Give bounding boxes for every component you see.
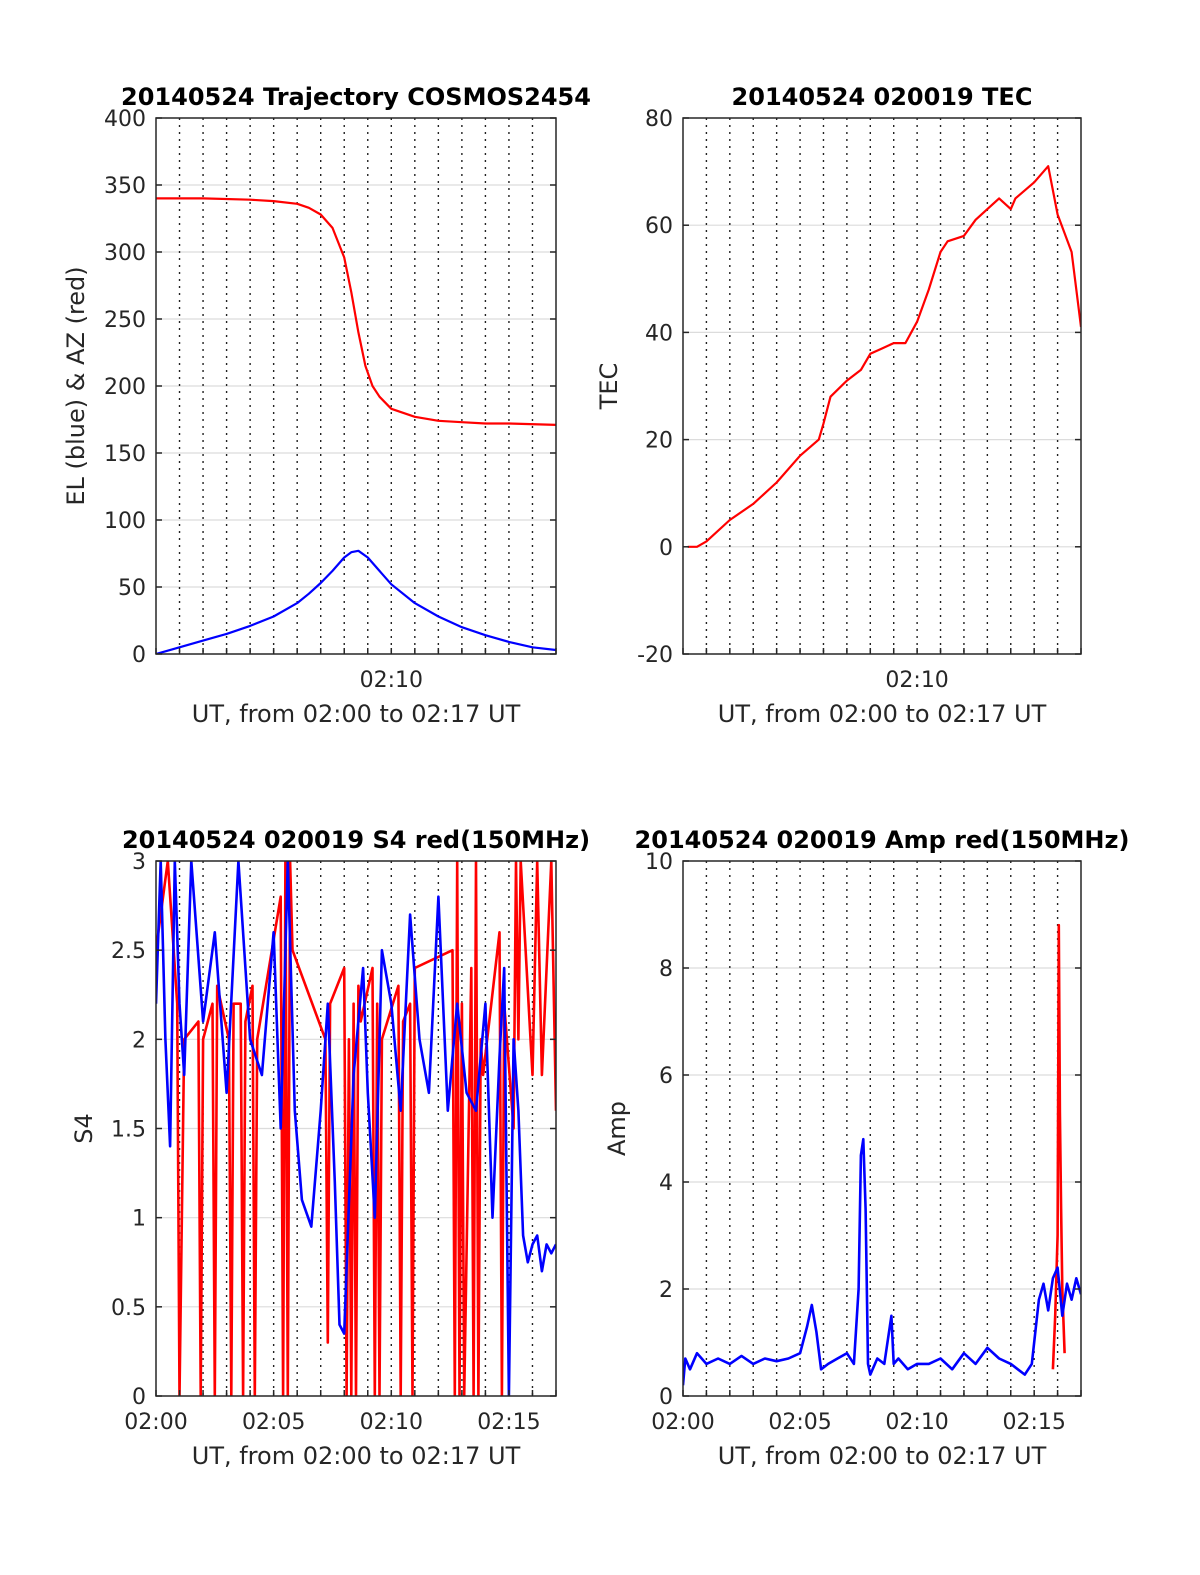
y-tick-label: 150 (104, 442, 146, 467)
y-tick-label: 10 (645, 850, 673, 875)
y-tick-label: 0 (132, 643, 146, 668)
y-tick-label: 2.5 (111, 939, 146, 964)
y-tick-label: 250 (104, 308, 146, 333)
y-tick-label: 0 (132, 1385, 146, 1410)
plot-frame (682, 117, 1082, 655)
x-tick-label: 02:10 (360, 668, 423, 693)
y-tick-label: 350 (104, 174, 146, 199)
x-tick-label: 02:15 (1002, 1410, 1065, 1435)
y-tick-label: 2 (132, 1028, 146, 1053)
chart-title: 20140524 020019 Amp red(150MHz) (635, 826, 1130, 854)
y-tick-label: 1.5 (111, 1118, 146, 1143)
y-tick-label: 100 (104, 509, 146, 534)
y-axis-label: Amp (603, 1101, 631, 1156)
y-tick-label: 2 (659, 1278, 673, 1303)
series-line-red (1051, 923, 1066, 1370)
y-tick-label: 8 (659, 957, 673, 982)
x-axis-label: UT, from 02:00 to 02:17 UT (192, 700, 521, 728)
y-tick-label: 6 (659, 1064, 673, 1089)
y-tick-label: 0.5 (111, 1296, 146, 1321)
y-tick-label: 0 (659, 1385, 673, 1410)
y-tick-label: 60 (645, 214, 673, 239)
y-tick-label: 0 (659, 536, 673, 561)
y-tick-label: 300 (104, 241, 146, 266)
x-tick-label: 02:00 (651, 1410, 714, 1435)
x-axis-label: UT, from 02:00 to 02:17 UT (718, 1442, 1047, 1470)
y-tick-label: 80 (645, 107, 673, 132)
chart-title: 20140524 020019 TEC (732, 83, 1033, 111)
series-line-red (687, 165, 1081, 548)
series-line-blue (156, 861, 556, 1396)
y-tick-label: 20 (645, 429, 673, 454)
x-tick-label: 02:05 (242, 1410, 305, 1435)
s4-panel: 0 0.5 1 1.5 2 2.5 3 02:00 02:05 02:10 02:15 2014052… (70, 826, 590, 1470)
y-tick-label: 400 (104, 107, 146, 132)
chart-title: 20140524 020019 S4 red(150MHz) (122, 826, 590, 854)
series-line-blue (683, 1137, 1081, 1386)
amp-panel: 0 2 4 6 8 10 02:00 02:05 02:10 02:15 20140524 0200… (603, 826, 1129, 1470)
chart-title: 20140524 Trajectory COSMOS2454 (121, 83, 591, 111)
y-tick-label: 1 (132, 1207, 146, 1232)
series-line-blue (156, 549, 556, 654)
x-tick-label: 02:15 (477, 1410, 540, 1435)
y-tick-label: 3 (132, 850, 146, 875)
trajectory-panel: 0 50 100 150 200 250 300 350 400 02:10 20140524 Tr… (62, 83, 591, 728)
y-axis-label: S4 (70, 1113, 98, 1144)
tec-panel: -20 0 20 40 60 80 02:10 20140524 020019 TEC UT, … (595, 83, 1082, 728)
y-axis-label: EL (blue) & AZ (red) (62, 266, 90, 505)
x-axis-label: UT, from 02:00 to 02:17 UT (192, 1442, 521, 1470)
y-axis-label: TEC (595, 363, 623, 411)
x-tick-label: 02:10 (885, 668, 948, 693)
x-tick-label: 02:05 (768, 1410, 831, 1435)
series-line-red (156, 197, 556, 426)
y-tick-label: -20 (637, 643, 673, 668)
y-tick-label: 50 (118, 576, 146, 601)
y-tick-label: 200 (104, 375, 146, 400)
y-tick-label: 40 (645, 321, 673, 346)
x-tick-label: 02:10 (885, 1410, 948, 1435)
x-tick-label: 02:00 (124, 1410, 187, 1435)
x-axis-label: UT, from 02:00 to 02:17 UT (718, 700, 1047, 728)
plot-frame (682, 860, 1082, 1397)
y-tick-label: 4 (659, 1171, 673, 1196)
x-tick-label: 02:10 (360, 1410, 423, 1435)
